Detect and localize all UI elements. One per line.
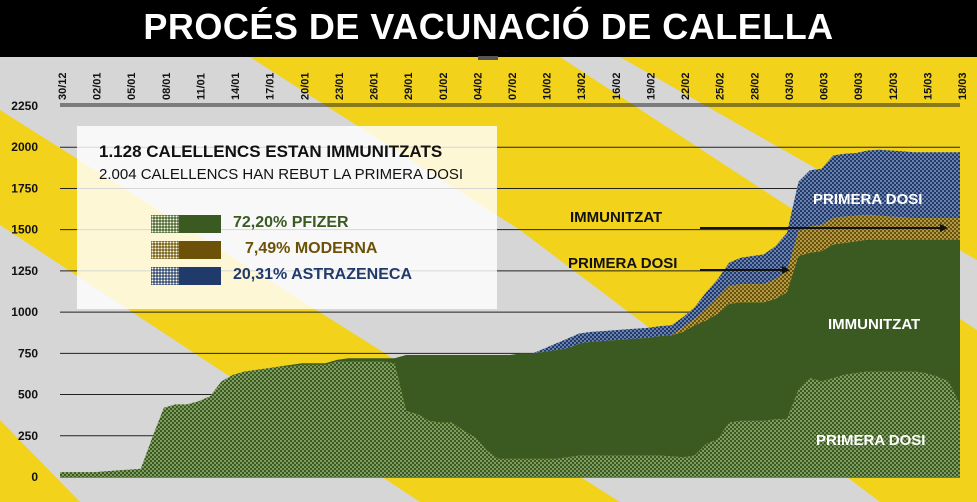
y-tick-label: 2000 [11,140,38,154]
x-tick-label: 23/01 [334,72,346,100]
x-tick-label: 20/01 [299,72,311,100]
x-tick-label: 30/12 [57,72,69,100]
astrazeneca-primera-dosi-label: PRIMERA DOSI [813,191,922,208]
legend-label-pfizer: 72,20% PFIZER [233,214,349,231]
x-tick-label: 15/03 [922,72,934,100]
x-tick-label: 01/02 [438,72,450,100]
immunized-summary: 1.128 CALELLENCS ESTAN IMMUNITZATS [99,142,443,161]
x-tick-label: 07/02 [507,72,519,100]
legend-swatch-moderna [151,241,221,259]
primera-dosi-arrow-label: PRIMERA DOSI [568,255,677,272]
first-dose-summary: 2.004 CALELLENCS HAN REBUT LA PRIMERA DO… [99,166,464,183]
x-tick-label: 16/02 [611,72,623,100]
x-tick-label: 28/02 [749,72,761,100]
y-tick-label: 250 [18,429,38,443]
x-tick-label: 06/03 [819,72,831,100]
legend-swatch-pfizer [151,215,221,233]
title-underline-mark [478,56,498,60]
title-bar: PROCÉS DE VACUNACIÓ DE CALELLA [0,0,977,57]
y-tick-label: 1750 [11,181,38,195]
immunitzat-arrow-head [940,224,948,232]
y-axis: 0 250 500 750 1000 1250 1500 1750 2000 2250 [11,99,38,484]
x-tick-label: 17/01 [265,72,277,100]
x-tick-label: 10/02 [542,72,554,100]
x-axis: 30/12 02/01 05/01 08/01 11/01 14/01 17/01 20/01… [57,72,969,105]
x-tick-label: 02/01 [92,72,104,100]
x-tick-label: 29/01 [403,72,415,100]
series-areas [60,149,960,477]
x-tick-label: 25/02 [715,72,727,100]
x-tick-label: 05/01 [126,72,138,100]
legend-label-astrazeneca: 20,31% ASTRAZENECA [233,266,413,283]
immunitzat-arrow-label: IMMUNITZAT [570,209,662,226]
x-tick-label: 22/02 [680,72,692,100]
x-tick-label: 13/02 [576,72,588,100]
x-tick-label: 08/01 [161,72,173,100]
y-tick-label: 1250 [11,264,38,278]
legend-label-moderna: 7,49% MODERNA [245,240,378,257]
area-pfizer-primera-dosi [60,361,960,477]
x-tick-label: 19/02 [645,72,657,100]
bg-stripe-corner [0,420,80,502]
y-tick-label: 1500 [11,223,38,237]
y-tick-label: 500 [18,388,38,402]
x-tick-label: 03/03 [784,72,796,100]
y-tick-label: 1000 [11,305,38,319]
primera-dosi-arrow-head [782,266,790,274]
x-tick-label: 11/01 [195,73,207,100]
x-tick-label: 18/03 [957,72,969,100]
x-tick-label: 26/01 [369,72,381,100]
pfizer-primera-dosi-label: PRIMERA DOSI [816,432,925,449]
x-tick-label: 09/03 [853,72,865,100]
area-astrazeneca [60,149,960,473]
legend-panel: 1.128 CALELLENCS ESTAN IMMUNITZATS 2.004… [77,126,497,309]
y-tick-label: 750 [18,346,38,360]
legend-swatch-astrazeneca [151,267,221,285]
x-tick-label: 12/03 [888,72,900,100]
annotations: IMMUNITZAT PRIMERA DOSI PRIMERA DOSI IMM… [568,191,948,449]
x-tick-label: 04/02 [472,72,484,100]
y-tick-label: 2250 [11,99,38,113]
x-tick-label: 14/01 [230,72,242,100]
y-tick-label: 0 [31,470,38,484]
pfizer-immunitzat-label: IMMUNITZAT [828,316,920,333]
page-title: PROCÉS DE VACUNACIÓ DE CALELLA [143,6,834,47]
area-pfizer-immunitzat [60,239,960,473]
